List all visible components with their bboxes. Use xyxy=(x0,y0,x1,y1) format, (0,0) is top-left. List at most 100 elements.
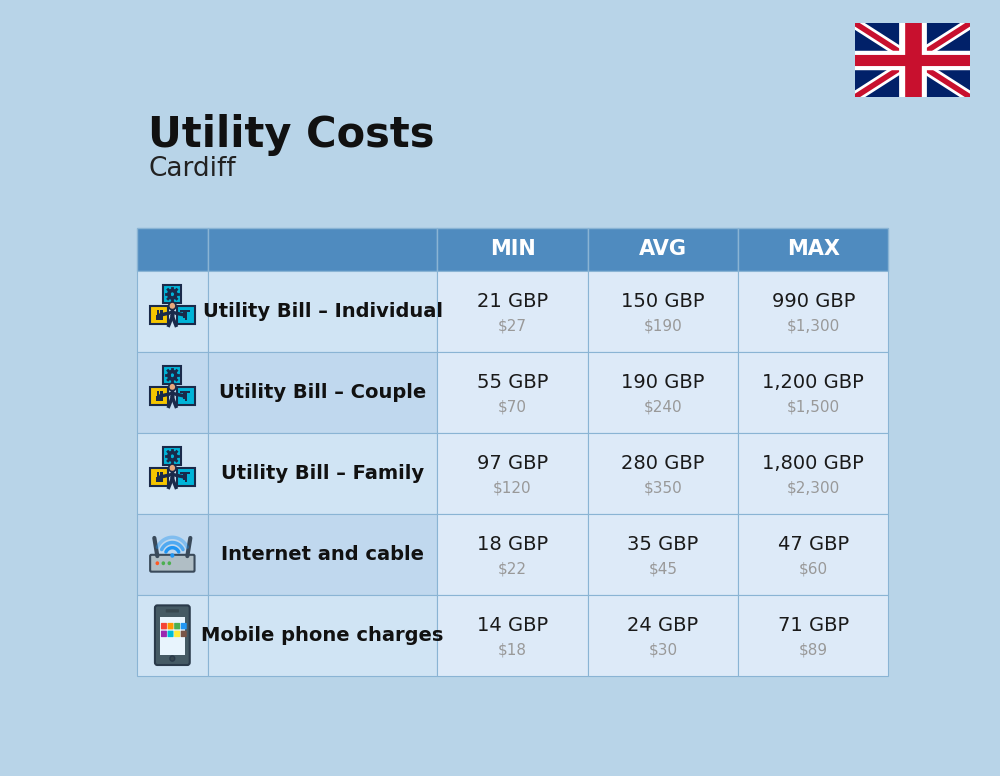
Bar xyxy=(588,433,738,514)
Text: $30: $30 xyxy=(648,643,677,657)
Text: $45: $45 xyxy=(648,561,677,577)
Text: Mobile phone charges: Mobile phone charges xyxy=(201,625,444,645)
Circle shape xyxy=(162,561,165,565)
Bar xyxy=(437,514,588,594)
Circle shape xyxy=(168,561,171,565)
FancyBboxPatch shape xyxy=(155,605,190,665)
Text: $240: $240 xyxy=(644,399,682,414)
Text: MAX: MAX xyxy=(787,239,840,259)
Bar xyxy=(163,447,181,466)
Bar xyxy=(738,271,888,352)
Text: 21 GBP: 21 GBP xyxy=(477,292,548,311)
Bar xyxy=(588,594,738,676)
Bar xyxy=(157,472,159,477)
Text: 55 GBP: 55 GBP xyxy=(477,373,548,392)
Text: $27: $27 xyxy=(498,318,527,333)
FancyBboxPatch shape xyxy=(181,631,187,637)
Text: AVG: AVG xyxy=(639,239,687,259)
Circle shape xyxy=(169,302,176,310)
Bar xyxy=(180,310,190,313)
Text: 1,800 GBP: 1,800 GBP xyxy=(762,454,864,473)
Text: $2,300: $2,300 xyxy=(787,480,840,495)
Bar xyxy=(160,472,163,477)
Bar xyxy=(437,594,588,676)
Bar xyxy=(208,433,437,514)
Circle shape xyxy=(156,561,159,565)
Bar xyxy=(738,594,888,676)
Bar xyxy=(183,393,187,399)
Bar xyxy=(157,310,159,315)
Bar xyxy=(177,387,195,405)
Text: $22: $22 xyxy=(498,561,527,577)
Text: Cardiff: Cardiff xyxy=(148,156,236,182)
Text: 24 GBP: 24 GBP xyxy=(627,616,698,635)
Bar xyxy=(208,594,437,676)
FancyBboxPatch shape xyxy=(161,631,167,637)
Text: $120: $120 xyxy=(493,480,532,495)
FancyBboxPatch shape xyxy=(166,609,179,612)
Text: 71 GBP: 71 GBP xyxy=(778,616,849,635)
Bar xyxy=(177,468,195,486)
Bar xyxy=(208,271,437,352)
Text: 14 GBP: 14 GBP xyxy=(477,616,548,635)
Bar xyxy=(185,480,187,482)
Bar xyxy=(437,271,588,352)
Bar xyxy=(183,474,187,480)
Bar xyxy=(588,227,738,271)
Bar xyxy=(180,391,190,393)
FancyBboxPatch shape xyxy=(150,555,195,572)
Bar xyxy=(137,514,208,594)
Bar xyxy=(137,594,208,676)
Circle shape xyxy=(170,656,175,661)
Bar xyxy=(137,271,208,352)
Text: $18: $18 xyxy=(498,643,527,657)
Bar xyxy=(738,433,888,514)
Text: 190 GBP: 190 GBP xyxy=(621,373,705,392)
Text: $1,300: $1,300 xyxy=(787,318,840,333)
FancyBboxPatch shape xyxy=(174,623,180,629)
Text: Internet and cable: Internet and cable xyxy=(221,545,424,563)
Bar xyxy=(588,271,738,352)
Text: Utility Bill – Couple: Utility Bill – Couple xyxy=(219,383,426,402)
Text: Utility Bill – Family: Utility Bill – Family xyxy=(221,463,424,483)
Bar xyxy=(208,227,437,271)
Circle shape xyxy=(170,553,174,558)
Bar xyxy=(160,310,163,315)
Circle shape xyxy=(169,464,176,472)
Text: $70: $70 xyxy=(498,399,527,414)
Bar xyxy=(137,227,208,271)
Bar xyxy=(156,477,163,482)
FancyBboxPatch shape xyxy=(161,623,167,629)
Bar xyxy=(180,472,190,474)
Text: 35 GBP: 35 GBP xyxy=(627,535,698,554)
Text: Utility Bill – Individual: Utility Bill – Individual xyxy=(203,302,443,320)
Bar xyxy=(437,352,588,433)
Text: 97 GBP: 97 GBP xyxy=(477,454,548,473)
Bar xyxy=(588,352,738,433)
Text: Utility Costs: Utility Costs xyxy=(148,114,435,156)
Text: 1,200 GBP: 1,200 GBP xyxy=(762,373,864,392)
Bar xyxy=(137,433,208,514)
Bar xyxy=(738,514,888,594)
Bar xyxy=(137,352,208,433)
Text: 280 GBP: 280 GBP xyxy=(621,454,705,473)
Bar xyxy=(738,352,888,433)
Bar xyxy=(177,306,195,324)
Bar xyxy=(160,617,185,655)
Bar xyxy=(208,352,437,433)
Bar xyxy=(185,399,187,401)
FancyBboxPatch shape xyxy=(168,631,174,637)
Text: $190: $190 xyxy=(643,318,682,333)
Bar xyxy=(156,315,163,320)
Text: $350: $350 xyxy=(643,480,682,495)
Circle shape xyxy=(169,383,176,391)
Text: $1,500: $1,500 xyxy=(787,399,840,414)
Bar xyxy=(738,227,888,271)
Bar xyxy=(150,468,168,486)
Bar xyxy=(163,285,181,303)
Bar xyxy=(185,317,187,320)
Bar xyxy=(437,227,588,271)
Bar xyxy=(156,396,163,401)
Text: 18 GBP: 18 GBP xyxy=(477,535,548,554)
Text: $89: $89 xyxy=(799,643,828,657)
